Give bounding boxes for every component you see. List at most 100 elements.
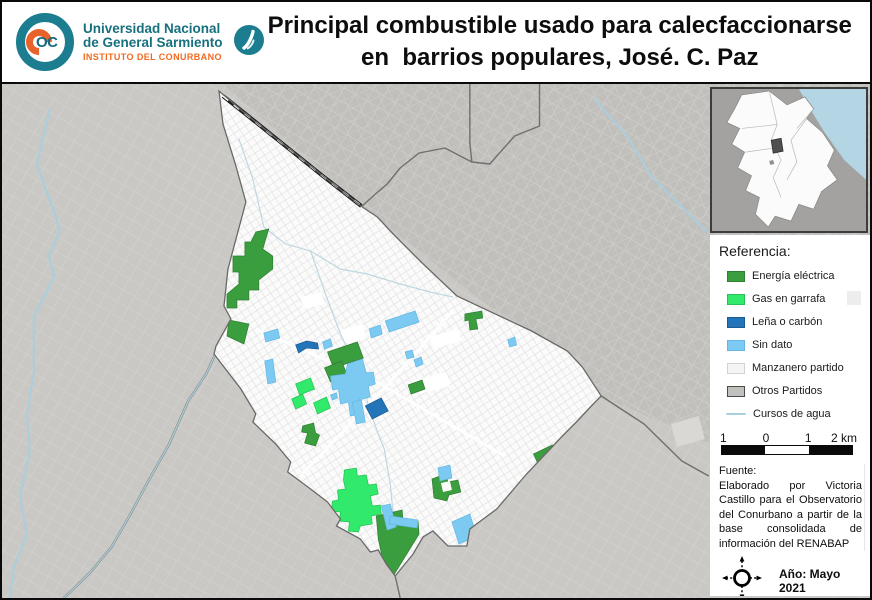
partido-boundary-line xyxy=(394,575,401,598)
legend-swatch xyxy=(727,270,745,282)
river-line xyxy=(8,108,61,598)
scale-bar-group: 1 0 1 2 km xyxy=(720,431,857,455)
observatorio-conurbano-logo: OC xyxy=(16,13,74,71)
barrio-polygon xyxy=(313,396,331,415)
avenue-line xyxy=(299,311,454,478)
title-line-1: Principal combustible usado para calecfa… xyxy=(267,12,852,40)
scale-label: 2 km xyxy=(830,431,857,445)
legend-swatch xyxy=(727,362,745,374)
barrio-polygon xyxy=(291,393,308,410)
legend-item-label: Otros Partidos xyxy=(752,385,823,397)
barrio-polygon xyxy=(507,336,518,348)
inset-small-mark xyxy=(769,160,775,165)
map-canvas: Referencia: Energía eléctrica Gas en garr… xyxy=(0,84,872,600)
barrio-polygon xyxy=(263,328,281,343)
inset-map-svg xyxy=(712,89,866,231)
scale-label: 0 xyxy=(762,431,770,445)
legend-item-label: Energía eléctrica xyxy=(752,270,835,282)
oc-logo-text: OC xyxy=(36,34,58,51)
partido-boundary-line xyxy=(361,147,473,207)
title-line-2: en barrios populares, José. C. Paz xyxy=(361,44,759,71)
map-year-label: Año: Mayo 2021 xyxy=(779,566,841,595)
scale-bar-labels: 1 0 1 2 km xyxy=(720,431,857,445)
barrio-polygon xyxy=(327,341,364,369)
legend-swatch xyxy=(727,316,745,328)
logo-group: OC Universidad Nacional de General Sarmi… xyxy=(2,13,264,71)
barrio-polygon xyxy=(388,515,419,529)
legend-swatch xyxy=(727,385,745,397)
barrio-polygon xyxy=(330,392,338,401)
scale-bar xyxy=(721,445,853,455)
barrio-polygon xyxy=(322,338,333,350)
barrio-polygon xyxy=(464,310,484,331)
institute-name: INSTITUTO DEL CONURBANO xyxy=(83,51,222,62)
inner-stream xyxy=(238,138,454,298)
legend-item: Energía eléctrica xyxy=(719,270,862,282)
inset-division-line xyxy=(796,108,814,129)
manzanero-partido-block xyxy=(340,324,367,344)
manzanero-partido-block xyxy=(300,292,325,309)
inset-division-line xyxy=(745,147,774,153)
barrio-polygon xyxy=(295,377,316,396)
university-name-block: Universidad Nacional de General Sarmient… xyxy=(83,20,223,63)
legend-item: Manzanero partido xyxy=(719,362,862,374)
barrio-polygon xyxy=(364,397,389,420)
barrios-gas-en-garrafa-layer xyxy=(291,377,382,533)
legend-items: Energía eléctrica Gas en garrafa Leña o ca… xyxy=(719,270,862,420)
scale-label: 1 xyxy=(804,431,812,445)
boundary-stream xyxy=(63,341,222,598)
barrio-polygon xyxy=(295,340,319,354)
university-name-line1: Universidad Nacional xyxy=(83,20,221,36)
source-heading: Fuente: xyxy=(719,465,757,477)
ungs-logo-icon xyxy=(233,24,264,60)
barrio-polygon-hole xyxy=(440,481,452,492)
compass-icon xyxy=(721,555,763,596)
barrio-polygon xyxy=(351,399,366,425)
scale-bar-white-segment xyxy=(765,446,809,454)
header: OC Universidad Nacional de General Sarmi… xyxy=(0,0,872,84)
legend-line-swatch xyxy=(726,413,746,415)
legend-item: Cursos de agua xyxy=(719,408,862,420)
partido-boundary-line xyxy=(469,84,541,165)
inset-locator-map xyxy=(710,87,868,233)
manzanero-partido-block xyxy=(430,329,461,349)
barrio-polygon xyxy=(368,324,383,339)
legend-swatch xyxy=(727,293,745,305)
barrio-polygon xyxy=(407,379,426,395)
barrio-polygon xyxy=(301,422,320,447)
page-title: Principal combustible usado para calecfa… xyxy=(264,10,870,74)
inset-conurbano-shape xyxy=(726,90,838,228)
legend-item-label: Cursos de agua xyxy=(753,408,831,420)
legend-item-label: Leña o carbón xyxy=(752,316,823,328)
legend-item-label: Gas en garrafa xyxy=(752,293,826,305)
legend-panel: Referencia: Energía eléctrica Gas en garr… xyxy=(710,235,870,596)
university-name-line2: de General Sarmiento xyxy=(83,35,223,51)
barrio-polygon xyxy=(404,349,415,360)
barrio-polygon xyxy=(331,467,382,533)
legend-title: Referencia: xyxy=(719,243,791,259)
inset-division-line xyxy=(786,118,808,180)
street-grid-texture-ne xyxy=(222,84,870,514)
jose-c-paz-outline xyxy=(213,89,603,578)
barrio-polygon xyxy=(413,356,424,368)
barrio-polygon xyxy=(226,319,250,345)
source-body: Elaborado por Victoria Castillo para el … xyxy=(719,479,862,550)
barrio-polygon xyxy=(226,228,274,309)
panel-decorative-square xyxy=(847,291,861,305)
inset-water xyxy=(798,89,866,180)
barrios-lena-o-carbon-layer xyxy=(295,340,389,420)
scale-label: 1 xyxy=(720,431,727,445)
barrio-polygon xyxy=(384,310,420,333)
source-note: Fuente: Elaborado por Victoria Castillo … xyxy=(719,464,865,551)
river-line xyxy=(593,98,708,233)
barrio-polygon xyxy=(437,464,453,482)
legend-item: Sin dato xyxy=(719,339,862,351)
partido-boundary-line xyxy=(600,395,710,477)
legend-item: Otros Partidos xyxy=(719,385,862,397)
legend-item: Leña o carbón xyxy=(719,316,862,328)
legend-item-label: Manzanero partido xyxy=(752,362,844,374)
park-patch xyxy=(670,416,705,447)
inset-jose-c-paz-highlight xyxy=(770,137,784,154)
legend-item: Gas en garrafa xyxy=(719,293,862,305)
